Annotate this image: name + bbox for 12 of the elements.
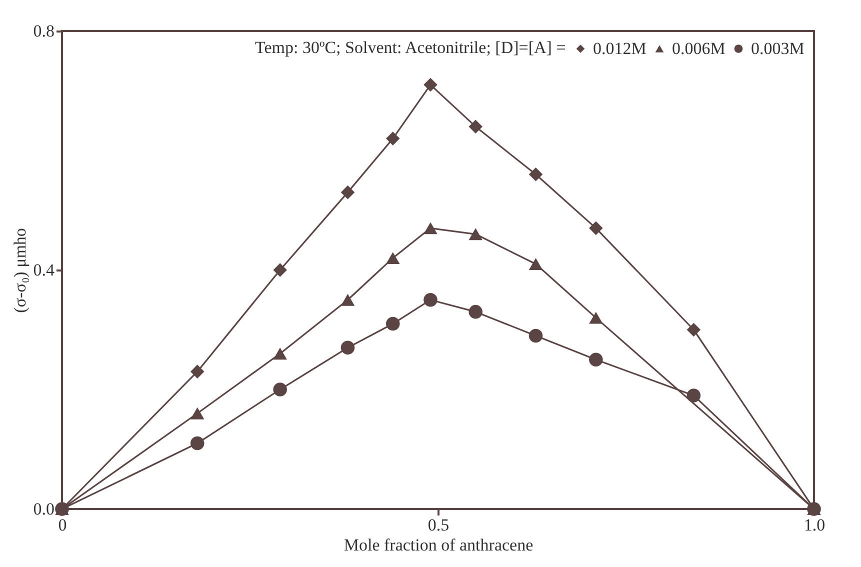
x-tick-label: 1.0: [804, 516, 826, 534]
legend-label: 0.012M: [593, 38, 646, 58]
x-tick-label: 0.5: [428, 516, 450, 534]
y-tick-label: 0.0: [33, 500, 54, 518]
legend-label: 0.006M: [672, 38, 726, 58]
x-axis-title: Mole fraction of anthracene: [344, 536, 534, 554]
x-tick-label: 0: [58, 516, 67, 534]
y-tick-label: 0.4: [33, 260, 55, 280]
legend-label: 0.003M: [751, 38, 804, 58]
y-axis-title: (σ-σ₀) μmho: [10, 228, 30, 313]
y-tick-label: 0.8: [33, 22, 54, 40]
legend-title: Temp: 30ºC; Solvent: Acetonitrile; [D]=[A] =: [255, 38, 566, 57]
